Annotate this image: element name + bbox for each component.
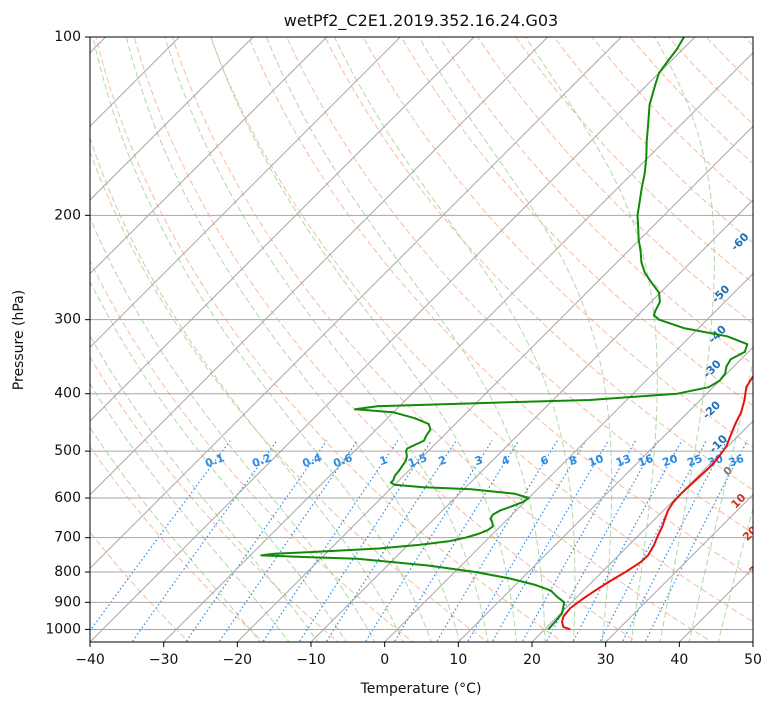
- y-tick-label: 800: [54, 564, 81, 580]
- isotherm-gridline: [531, 420, 753, 642]
- y-tick-label: 700: [54, 530, 81, 546]
- y-tick-label: 500: [54, 443, 81, 459]
- x-tick-label: −30: [149, 652, 179, 668]
- mixing-ratio-line: [521, 440, 637, 642]
- plot-area: [90, 37, 753, 642]
- isotherm-gridline: [163, 51, 753, 642]
- x-tick-label: 10: [449, 652, 467, 668]
- x-tick-label: 50: [744, 652, 762, 668]
- isotherm-gridline: [90, 37, 475, 422]
- y-axis-label: Pressure (hPa): [11, 290, 27, 390]
- mixing-ratio-line: [298, 440, 432, 642]
- chart-title: wetPf2_C2E1.2019.352.16.24.G03: [284, 11, 558, 31]
- mixing-ratio-line: [262, 440, 399, 642]
- mixing-ratio-line: [435, 440, 558, 642]
- dry-adiabat: [324, 37, 753, 491]
- mixing-ratio-line: [185, 440, 328, 642]
- mixing-ratio-label: 4: [500, 453, 512, 468]
- mixing-ratio-line: [572, 440, 683, 642]
- y-tick-label: 400: [54, 386, 81, 402]
- plot-frame: [89, 36, 754, 643]
- isotherm-gridline: [605, 493, 753, 642]
- dry-adiabat: [400, 37, 753, 407]
- dewpoint-line: [260, 37, 749, 631]
- mixing-ratio-label: 13: [614, 452, 633, 469]
- y-tick-label: 1000: [45, 621, 81, 637]
- x-tick-label: −40: [75, 652, 105, 668]
- x-tick-label: −10: [296, 652, 326, 668]
- isotherm-gridline: [236, 125, 753, 642]
- mixing-ratio-label: 8: [567, 453, 579, 468]
- isotherm-gridline: [90, 37, 549, 496]
- moist-adiabat: [333, 37, 576, 642]
- mixing-ratio-label: 0.1: [203, 451, 226, 470]
- mixing-ratio-label: 1.5: [406, 451, 429, 470]
- mixing-ratio-label: 0.2: [250, 451, 273, 470]
- x-axis-label: Temperature (°C): [360, 681, 482, 697]
- mixing-ratio-line: [491, 440, 609, 642]
- isotherm-gridline: [310, 199, 753, 642]
- x-tick-label: −20: [223, 652, 253, 668]
- x-tick-label: 0: [380, 652, 389, 668]
- moist-adiabat: [125, 37, 461, 642]
- mixing-ratio-label: 3: [473, 453, 485, 468]
- y-tick-label: 600: [54, 490, 81, 506]
- mixing-ratio-label: 20: [661, 452, 680, 470]
- mixing-ratio-line: [131, 440, 278, 642]
- dry-adiabat: [90, 150, 489, 642]
- dry-adiabat-label: 30: [747, 558, 767, 578]
- mixing-ratio-label: 36: [727, 452, 746, 470]
- mixing-ratio-label: 25: [685, 452, 704, 469]
- mixing-ratio-label: 1: [378, 453, 390, 468]
- isotherm-gridline: [90, 37, 401, 349]
- moist-adiabat: [654, 37, 715, 642]
- y-tick-label: 100: [54, 29, 81, 45]
- y-tick-label: 300: [54, 312, 81, 328]
- mixing-ratio-label: 6: [539, 453, 551, 468]
- isotherm-gridline: [90, 37, 328, 275]
- isotherm-gridline: [90, 37, 696, 642]
- x-tick-label: 30: [597, 652, 615, 668]
- isotherm-gridline: [90, 37, 254, 201]
- axis-ticks: −40 −30 −20 −10 0 10 20 30 40 50 1000 900 800 700 600 5…: [45, 29, 762, 668]
- mixing-ratio-label: 0.4: [301, 451, 324, 470]
- moist-adiabat: [90, 334, 319, 642]
- isotherm-gridline: [90, 37, 622, 570]
- y-tick-label: 200: [54, 207, 81, 223]
- moist-adiabat: [164, 37, 489, 642]
- moist-adiabat: [265, 37, 546, 642]
- mixing-ratio-label: 2: [437, 453, 449, 468]
- x-tick-label: 20: [523, 652, 541, 668]
- y-tick-label: 900: [54, 594, 81, 610]
- mixing-ratio-line: [325, 440, 457, 642]
- mixing-ratio-line: [621, 440, 728, 642]
- dry-adiabat: [209, 37, 753, 623]
- moist-adiabat: [210, 37, 518, 642]
- isotherm-gridline: [457, 346, 753, 642]
- moist-adiabat: [525, 37, 658, 642]
- mixing-ratio-line: [545, 440, 659, 642]
- temperature-line: [561, 374, 753, 631]
- mixing-ratio-line: [364, 440, 493, 642]
- mixing-ratio-label: 16: [636, 452, 655, 470]
- profile-lines: [260, 37, 753, 631]
- moist-adiabat: [90, 382, 290, 642]
- mixing-ratio-label: 0.6: [331, 451, 354, 470]
- isotherm-gridline: [384, 272, 753, 642]
- x-tick-label: 40: [670, 652, 688, 668]
- background-lines: [90, 37, 753, 642]
- mixing-ratio-label: 10: [587, 452, 606, 470]
- dry-adiabat: [248, 37, 753, 578]
